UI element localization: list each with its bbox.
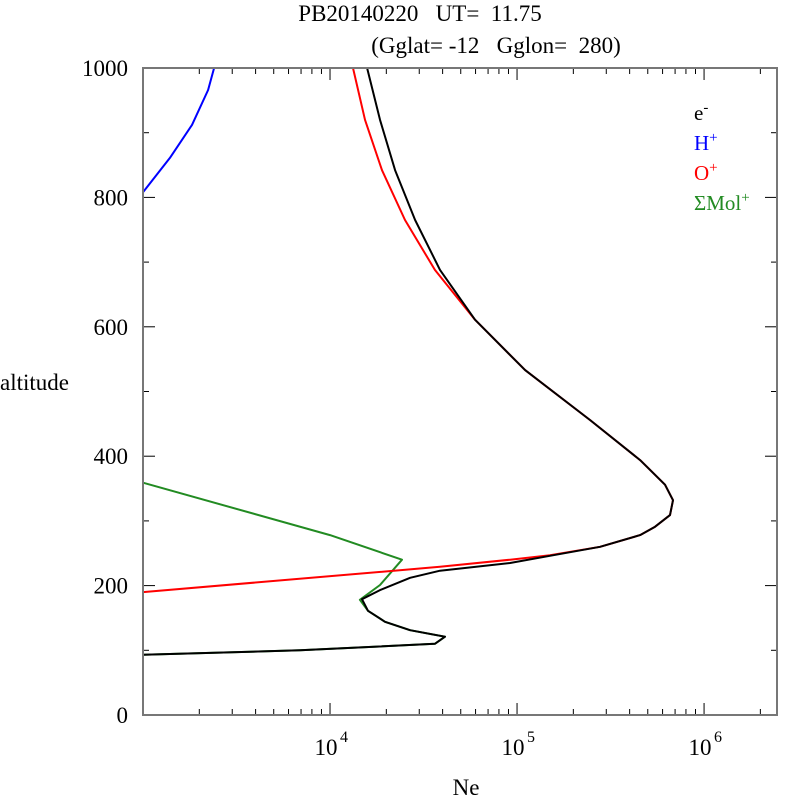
series-line-1 [142, 67, 216, 193]
legend: e- H+ O+ ΣMol+ [694, 100, 750, 215]
x-tick-label: 10 [315, 735, 338, 760]
series-line-0 [142, 67, 674, 656]
x-tick-label: 10 [689, 735, 712, 760]
chart-title-line2: (Gglat= -12 Gglon= 280) [371, 33, 621, 58]
x-axis-label: Ne [453, 775, 480, 796]
legend-superscript: - [703, 100, 708, 116]
y-tick-labels: 0 200 400 600 800 1000 [82, 56, 128, 728]
y-tick-label: 600 [94, 315, 129, 340]
legend-label: O+ [694, 160, 718, 185]
plot-frame [142, 67, 778, 716]
legend-superscript: + [709, 160, 717, 176]
x-tick-exponent: 6 [714, 729, 722, 746]
series-line-2 [142, 67, 674, 594]
series-lines [142, 67, 674, 656]
y-tick-label: 1000 [82, 56, 128, 81]
y-tick-label: 200 [94, 574, 129, 599]
y-tick-label: 0 [117, 703, 129, 728]
legend-label: e- [694, 100, 708, 125]
x-tick-label: 10 [502, 735, 525, 760]
x-tick-exponent: 4 [340, 729, 348, 746]
legend-superscript: + [741, 190, 749, 206]
x-tick-exponent: 5 [527, 729, 535, 746]
legend-label: H+ [694, 130, 718, 155]
series-line-3 [142, 481, 446, 656]
axis-ticks [143, 67, 777, 716]
x-tick-labels: 10 4 10 5 10 6 [315, 729, 723, 760]
y-axis-label: altitude [0, 370, 69, 395]
legend-superscript: + [709, 130, 717, 146]
y-tick-label: 400 [94, 444, 129, 469]
legend-label: ΣMol+ [694, 190, 750, 215]
y-tick-label: 800 [94, 185, 129, 210]
chart-title-line1: PB20140220 UT= 11.75 [298, 1, 541, 26]
